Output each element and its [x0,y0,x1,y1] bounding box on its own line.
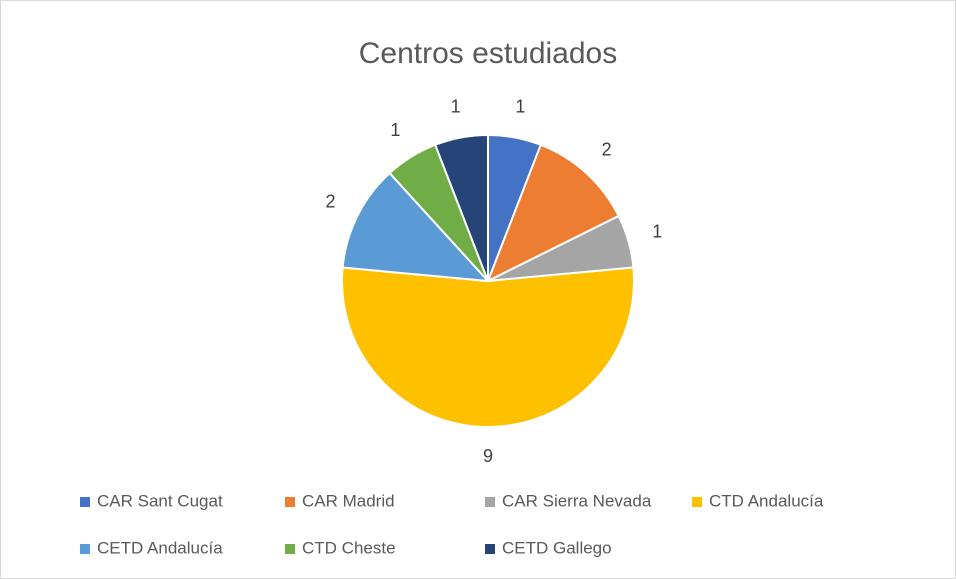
legend-label: CAR Sant Cugat [97,491,223,510]
legend-swatch [485,497,495,507]
data-label: 2 [602,140,612,160]
pie-slice [341,266,635,428]
data-label: 2 [325,191,335,211]
legend-label: CAR Madrid [302,491,395,510]
data-label: 1 [390,120,400,140]
data-label: 1 [451,97,461,117]
legend-swatch [285,497,295,507]
data-label: 1 [515,97,525,117]
legend-swatch [485,544,495,554]
legend-label: CETD Andalucía [97,538,223,557]
pie-slice [341,171,491,283]
data-label: 9 [483,446,493,466]
legend-swatch [285,544,295,554]
legend-swatch [80,497,90,507]
legend-label: CAR Sierra Nevada [502,491,652,510]
pie-slice [433,133,489,282]
pie-slice [486,143,621,284]
legend-label: CTD Cheste [302,538,396,557]
legend-swatch [80,544,90,554]
legend-label: CETD Gallego [502,538,612,557]
legend-label: CTD Andalucía [709,491,824,510]
data-label: 1 [652,222,662,242]
legend-swatch [692,497,702,507]
chart-title: Centros estudiados [359,37,618,70]
